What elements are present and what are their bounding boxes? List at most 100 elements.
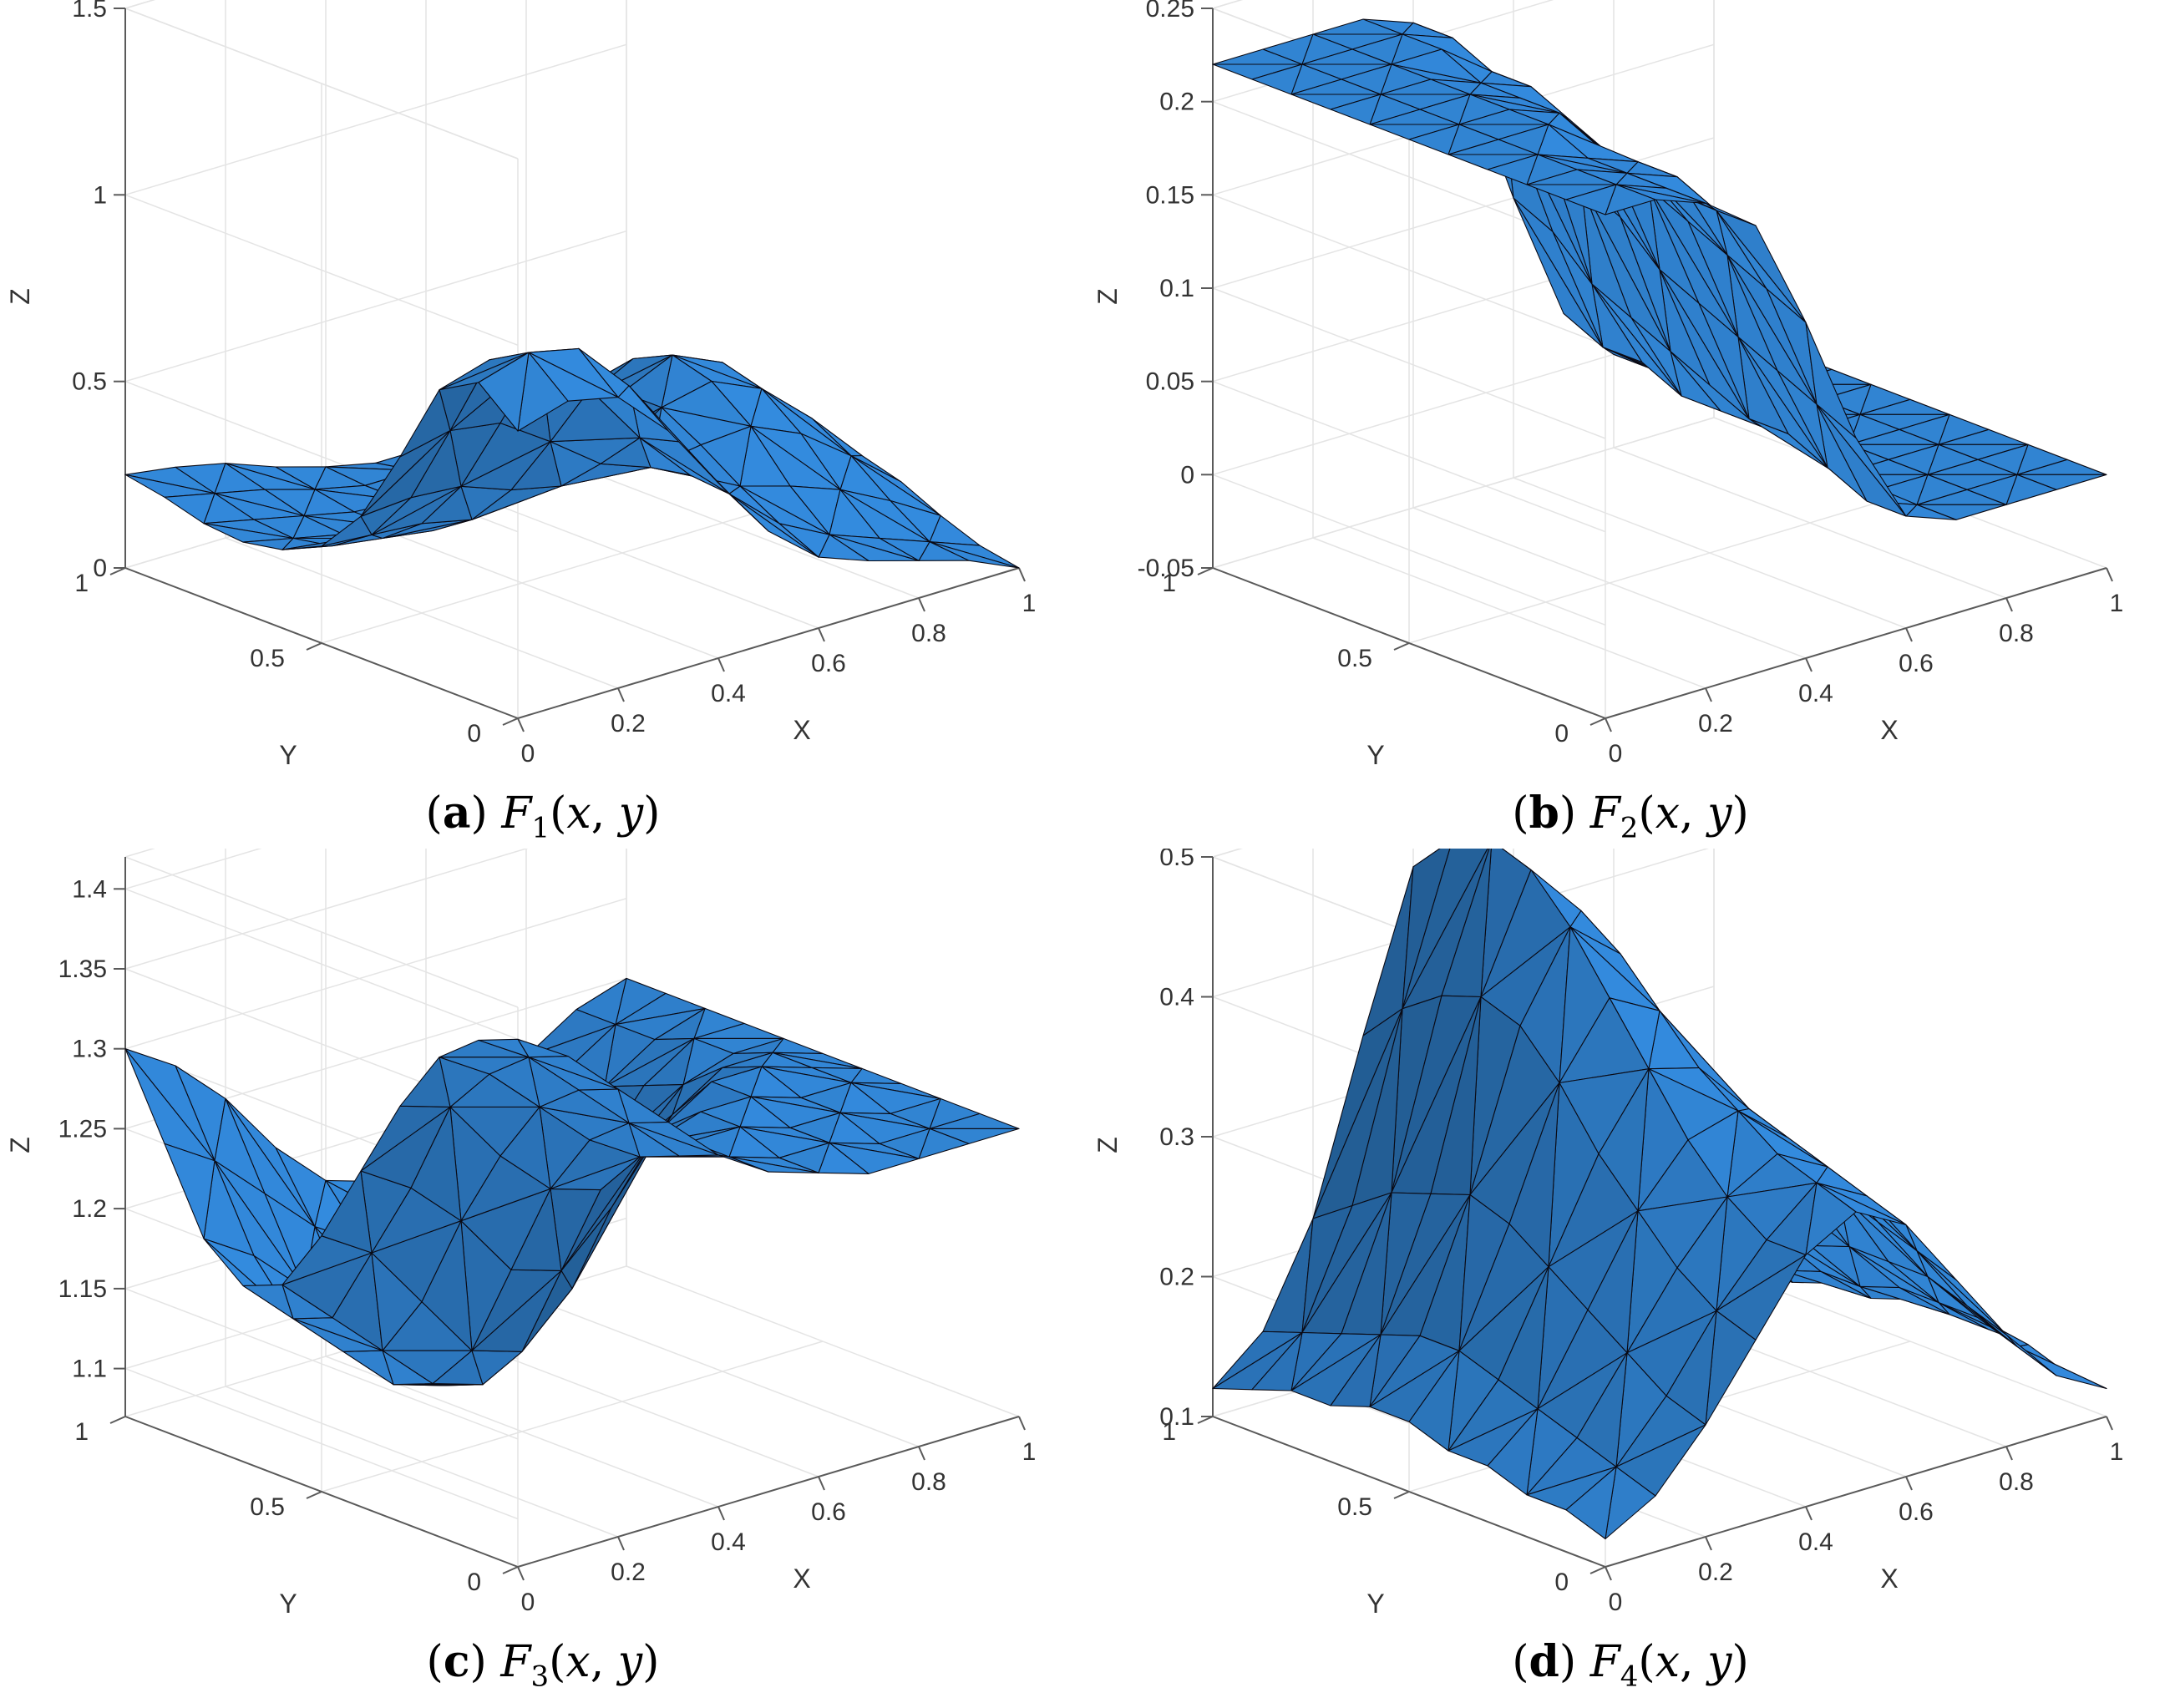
panel-b: 0 0.2 0.4 0.6 0.8 1 0 0.5 1 -0.05 0 0.05 0.1 0.15 0.2 0… bbox=[1088, 0, 2175, 849]
x-axis-label: X bbox=[793, 1564, 810, 1594]
surface-mesh bbox=[124, 977, 1020, 1386]
x-tick bbox=[717, 657, 725, 672]
x-tick bbox=[1705, 1536, 1712, 1551]
x-tick bbox=[818, 1476, 825, 1491]
y-tick-label: 0.5 bbox=[250, 1493, 285, 1521]
x-tick-label: 0.4 bbox=[1798, 680, 1833, 707]
x-tick bbox=[517, 1566, 525, 1581]
x-tick-label: 0 bbox=[521, 1589, 535, 1616]
y-tick bbox=[1197, 1416, 1214, 1424]
surface-facet bbox=[321, 1170, 373, 1254]
grid-line bbox=[124, 849, 155, 858]
surface-mesh bbox=[124, 347, 1020, 569]
x-tick bbox=[517, 717, 525, 732]
z-axis-label: Z bbox=[5, 1137, 35, 1153]
z-tick-label: 0.15 bbox=[1146, 181, 1194, 209]
surface-facet bbox=[1487, 1408, 1539, 1496]
z-tick-label: 1.35 bbox=[58, 955, 107, 983]
y-tick bbox=[502, 717, 519, 726]
grid-line bbox=[124, 43, 627, 196]
y-tick-label: 1 bbox=[1162, 1418, 1176, 1446]
z-tick-label: 0 bbox=[93, 555, 107, 582]
x-tick bbox=[617, 687, 625, 702]
z-axis-label: Z bbox=[5, 288, 35, 305]
x-tick bbox=[1705, 687, 1712, 702]
y-tick-label: 0.5 bbox=[1337, 645, 1372, 672]
x-tick bbox=[717, 1506, 725, 1521]
y-tick bbox=[1393, 642, 1410, 651]
surface-facet bbox=[1966, 1305, 2018, 1347]
surface-facet bbox=[242, 537, 294, 550]
surface-facet bbox=[1408, 124, 1460, 155]
y-tick bbox=[109, 1416, 126, 1424]
grid-line bbox=[1408, 492, 1911, 644]
surface-mesh bbox=[1212, 849, 2107, 1540]
y-tick bbox=[306, 642, 322, 651]
grid-line bbox=[124, 856, 519, 1008]
x-tick-label: 0.6 bbox=[811, 1498, 846, 1526]
surface-mesh bbox=[1212, 18, 2107, 520]
x-tick-label: 0.6 bbox=[1899, 1498, 1934, 1526]
caption-c: (c) F3(x, y) bbox=[426, 1636, 660, 1694]
z-tick-label: 1.15 bbox=[58, 1275, 107, 1303]
z-tick-label: 0.5 bbox=[72, 368, 107, 396]
z-axis-label: Z bbox=[1093, 1137, 1123, 1153]
x-tick bbox=[1805, 657, 1812, 672]
surface-facet bbox=[242, 1284, 294, 1320]
y-tick bbox=[1197, 567, 1214, 575]
surface-facet bbox=[2016, 1346, 2107, 1390]
y-tick-label: 1 bbox=[74, 1418, 89, 1446]
z-axis-label: Z bbox=[1093, 288, 1123, 305]
x-tick-label: 1 bbox=[2110, 590, 2124, 617]
y-tick bbox=[306, 1491, 322, 1499]
y-tick bbox=[109, 567, 126, 575]
z-tick-label: -0.05 bbox=[1138, 555, 1194, 582]
surface-facet bbox=[1330, 1334, 1382, 1407]
z-tick-label: 0.4 bbox=[1159, 984, 1194, 1011]
surface-facet bbox=[1805, 1182, 1857, 1256]
y-tick-label: 0.5 bbox=[250, 645, 285, 672]
surface-facet bbox=[164, 493, 215, 525]
x-tick bbox=[1018, 567, 1026, 582]
surface-facet bbox=[478, 1038, 530, 1058]
z-tick-label: 0.2 bbox=[1159, 89, 1194, 116]
surface-facet bbox=[1565, 1466, 1617, 1540]
x-tick bbox=[2106, 1416, 2113, 1431]
y-tick-label: 1 bbox=[74, 570, 89, 597]
x-tick-label: 1 bbox=[2110, 1438, 2124, 1466]
x-axis-line bbox=[1605, 567, 2107, 719]
grid-line bbox=[124, 8, 519, 160]
y-axis-label: Y bbox=[279, 740, 297, 770]
y-axis-label: Y bbox=[1366, 740, 1384, 770]
surface-plot-b: 00.20.40.60.8100.51-0.0500.050.10.150.20… bbox=[1093, 0, 2124, 770]
x-tick bbox=[2005, 597, 2013, 612]
z-tick-label: 1.1 bbox=[72, 1356, 107, 1383]
z-tick-label: 0.5 bbox=[1159, 849, 1194, 871]
caption-a: (a) F1(x, y) bbox=[425, 788, 661, 845]
x-tick-label: 0 bbox=[1609, 740, 1623, 768]
x-tick-label: 0.8 bbox=[1999, 620, 2034, 647]
x-tick-label: 0 bbox=[1609, 1589, 1623, 1616]
grid-line bbox=[321, 1341, 824, 1493]
z-tick-label: 0.1 bbox=[1159, 275, 1194, 302]
z-tick-label: 0.05 bbox=[1146, 368, 1194, 396]
grid-line bbox=[1212, 194, 1606, 347]
x-tick-label: 0.6 bbox=[811, 650, 846, 677]
grid-line bbox=[124, 897, 627, 1050]
x-tick-label: 0.2 bbox=[1698, 710, 1733, 737]
surface-facet bbox=[1330, 94, 1382, 125]
z-tick-label: 1.5 bbox=[72, 0, 107, 23]
x-axis-label: X bbox=[1880, 1564, 1898, 1594]
x-tick-label: 0.6 bbox=[1899, 650, 1934, 677]
x-axis-label: X bbox=[793, 715, 810, 745]
grid-line bbox=[124, 0, 155, 9]
grid-line bbox=[124, 888, 519, 1041]
grid-line bbox=[321, 492, 824, 644]
x-tick bbox=[2005, 1446, 2013, 1461]
surface-facet bbox=[478, 352, 530, 432]
surface-facet bbox=[1251, 1331, 1303, 1391]
grid-line bbox=[1212, 287, 1606, 439]
z-tick-label: 0.3 bbox=[1159, 1123, 1194, 1151]
